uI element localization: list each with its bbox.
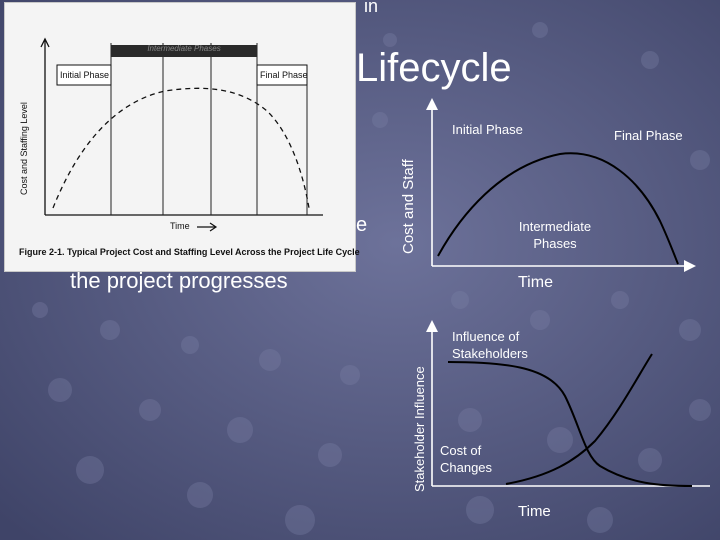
bullet-line: the project progresses bbox=[70, 268, 288, 293]
figure-intermediate-text: Intermediate Phases bbox=[147, 44, 221, 53]
influence-curve bbox=[447, 361, 693, 487]
figure-initial-label: Initial Phase bbox=[60, 70, 110, 80]
cost-x-label: Time bbox=[518, 274, 553, 291]
cost-staff-curve bbox=[437, 152, 679, 265]
figure-cost-curve bbox=[52, 87, 310, 209]
figure-final-label: Final Phase bbox=[260, 70, 308, 80]
cost-initial-phase: Initial Phase bbox=[452, 122, 523, 137]
cost-final-phase: Final Phase bbox=[614, 128, 683, 143]
figure-intermediate-band bbox=[111, 45, 257, 57]
figure-initial-box bbox=[56, 64, 112, 86]
title-fragment-top: in bbox=[364, 0, 379, 16]
cost-changes-label: Cost of Changes bbox=[440, 443, 493, 475]
figure-time-arrow bbox=[197, 222, 218, 232]
figure-y-axis bbox=[40, 37, 50, 215]
figure-y-label: Cost and Staffing Level bbox=[19, 102, 29, 195]
cost-of-changes-curve bbox=[505, 353, 653, 485]
cost-y-label: Cost and Staff bbox=[400, 159, 417, 254]
influence-label: Influence of Stakeholders bbox=[452, 329, 528, 361]
influence-x-label: Time bbox=[518, 503, 551, 520]
cost-x-arrowhead bbox=[684, 260, 696, 272]
influence-y-arrowhead bbox=[426, 320, 438, 332]
textbook-figure: Intermediate Phases Initial Phase Final … bbox=[4, 2, 360, 272]
hidden-text-fragment: e bbox=[356, 214, 368, 236]
cost-intermediate: Intermediate Phases bbox=[518, 219, 592, 251]
influence-y-label: Stakeholder Influence bbox=[412, 366, 427, 492]
influence-chart bbox=[426, 320, 710, 487]
figure-final-box bbox=[256, 64, 308, 86]
title-fragment-main: Lifecycle bbox=[356, 46, 512, 90]
figure-caption: Figure 2-1. Typical Project Cost and Sta… bbox=[19, 247, 360, 257]
cost-staff-chart bbox=[426, 98, 696, 272]
cost-y-arrowhead bbox=[426, 98, 438, 110]
figure-x-label: Time bbox=[170, 221, 190, 231]
